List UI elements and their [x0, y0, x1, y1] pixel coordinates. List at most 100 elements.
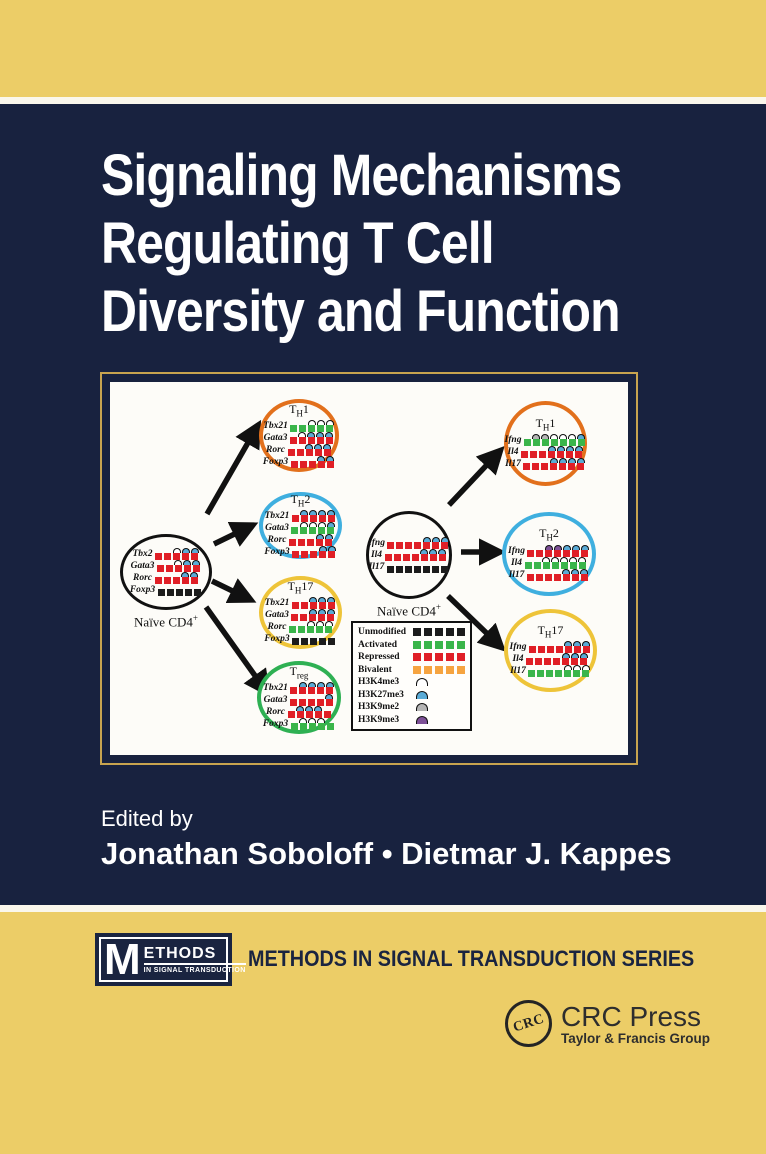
chromatin-square	[573, 646, 581, 654]
histone-cap	[314, 444, 322, 450]
gene-row-il17: Il17	[369, 561, 450, 573]
legend-swatches	[416, 678, 428, 687]
chromatin-square	[310, 551, 318, 559]
chromatin-square	[527, 549, 535, 557]
epigenetic-unit	[523, 458, 531, 471]
epigenetic-unit	[549, 458, 558, 471]
taylor-francis-group: Taylor & Francis Group	[561, 1030, 711, 1046]
chromatin-square	[300, 527, 308, 535]
histone-cap	[298, 682, 307, 688]
chromatin-square	[414, 542, 422, 549]
epigenetic-unit	[558, 458, 567, 471]
gene-row-rorc: Rorc	[266, 706, 332, 719]
epigenetic-unit	[560, 556, 569, 569]
epigenetic-unit	[325, 682, 334, 695]
histone-cap	[305, 444, 313, 450]
histone-cap	[315, 621, 324, 627]
epigenetic-unit	[307, 694, 315, 707]
epigenetic-unit	[317, 609, 326, 622]
legend-row: Bivalent	[358, 664, 465, 676]
epigenetic-unit	[578, 556, 587, 569]
histone-cap	[326, 609, 335, 615]
chromatin-square	[183, 565, 191, 572]
chromatin-square	[300, 515, 308, 523]
epigenetic-unit	[528, 665, 536, 678]
epigenetic-unit	[551, 556, 560, 569]
epigenetic-unit	[300, 609, 308, 622]
epigenetic-unit	[172, 572, 180, 584]
legend-label: H3K27me3	[358, 689, 404, 700]
legend-label: Activated	[358, 639, 398, 650]
chromatin-square	[550, 463, 558, 471]
histone-cap	[325, 682, 334, 688]
book-title: Signaling Mechanisms Regulating T Cell D…	[101, 142, 622, 346]
histone-cap	[581, 665, 590, 671]
histone-cap	[547, 446, 556, 452]
histone-cap	[308, 609, 317, 615]
chromatin-square	[327, 515, 335, 523]
histone-cap	[576, 458, 585, 464]
epigenetic-unit	[316, 682, 325, 695]
chromatin-square	[308, 425, 316, 433]
gene-label: Foxp3	[262, 719, 289, 730]
book-title-line-2: Regulating T Cell	[101, 211, 495, 276]
epigenetic-unit	[530, 446, 538, 459]
chromatin-square	[318, 614, 326, 622]
gene-label: Rorc	[266, 445, 285, 456]
histone-cap	[569, 556, 578, 562]
cell-naive-mid: Ifng Il4 Il17	[366, 511, 452, 599]
histone-cap	[309, 597, 318, 603]
legend-label: H3K9me3	[358, 714, 400, 725]
chromatin-square	[323, 711, 331, 719]
chromatin-square	[300, 602, 308, 610]
cell-title: TH1	[289, 401, 309, 419]
histone-cap	[315, 534, 324, 540]
epigenetic-unit	[307, 534, 315, 547]
epigenetic-unit	[326, 718, 334, 731]
chromatin-square	[405, 542, 413, 549]
chromatin-square	[542, 561, 550, 569]
epigenetic-unit	[298, 682, 307, 695]
legend-row: H3K9me2	[358, 701, 465, 713]
chromatin-square	[291, 515, 299, 523]
legend-label: Bivalent	[358, 664, 392, 675]
epigenetic-unit	[387, 537, 395, 549]
epigenetic-unit	[563, 665, 572, 678]
chromatin-square	[530, 451, 538, 459]
epigenetic-unit	[579, 653, 588, 666]
epigenetic-unit	[550, 434, 559, 447]
epigenetic-unit	[307, 420, 316, 433]
histone-cap	[568, 434, 577, 440]
methods-series-logo: M ETHODS IN SIGNAL TRANSDUCTION	[95, 933, 246, 986]
legend-cap	[416, 678, 428, 687]
chromatin-square	[289, 699, 297, 707]
chromatin-square	[163, 577, 171, 584]
chromatin-square	[326, 723, 334, 731]
epigenetic-unit	[547, 446, 556, 459]
epigenetic-unit	[565, 446, 574, 459]
chromatin-square	[573, 670, 581, 678]
epigenetic-unit	[440, 561, 448, 573]
histone-cap	[580, 544, 589, 550]
histone-cap	[541, 434, 550, 440]
histone-cap	[438, 549, 447, 554]
histone-cap	[183, 560, 192, 565]
gene-row-tbx21: Tbx21	[263, 420, 335, 433]
histone-cap	[317, 718, 326, 724]
chromatin-square	[165, 565, 173, 572]
epigenetic-unit	[318, 597, 327, 610]
gene-row-rorc: Rorc	[266, 444, 332, 457]
legend-square	[435, 640, 443, 649]
epigenetic-unit	[577, 434, 586, 447]
epigenetic-unit	[299, 420, 307, 433]
chromatin-square	[327, 527, 335, 535]
gene-row-rorc: Rorc	[268, 621, 334, 634]
epigenetic-unit	[316, 694, 324, 707]
epigenetic-unit	[318, 510, 327, 523]
legend-square	[424, 665, 432, 674]
epigenetic-unit	[318, 546, 327, 559]
epigenetic-unit	[521, 446, 529, 459]
chromatin-square	[319, 638, 327, 646]
chromatin-square	[174, 565, 182, 572]
histone-cap	[327, 510, 336, 516]
